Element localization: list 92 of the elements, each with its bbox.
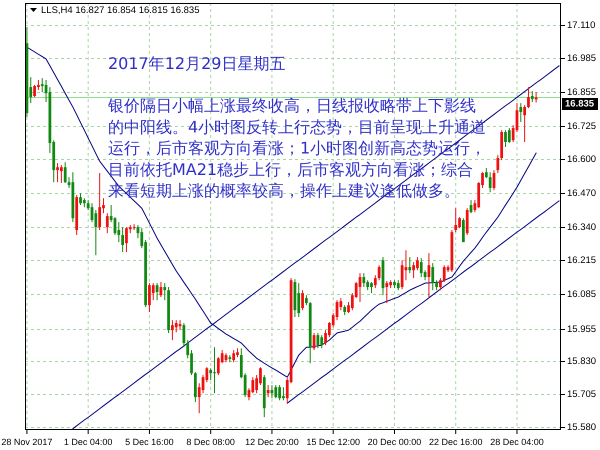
annotation: 2017年12月29日星期五 <box>108 54 286 73</box>
candlestick <box>492 170 496 191</box>
candlestick <box>64 162 67 184</box>
candlestick <box>148 282 151 313</box>
candlestick <box>125 226 128 253</box>
candlestick <box>213 346 216 394</box>
candlestick <box>90 202 94 223</box>
y-tick-label: 16.085 <box>567 289 596 300</box>
ref-line-label: 16.835 <box>565 98 595 110</box>
candlestick <box>527 86 530 109</box>
x-tick-label: 20 Dec 00:00 <box>368 437 422 447</box>
candlestick <box>259 366 262 386</box>
candlestick <box>156 282 158 301</box>
candlestick <box>114 216 116 236</box>
line-series <box>286 200 560 404</box>
candlestick <box>60 164 63 184</box>
candlestick <box>358 272 362 303</box>
candlestick <box>362 272 366 288</box>
x-tick-label: 5 Dec 16:00 <box>125 437 174 447</box>
candlestick <box>428 252 430 298</box>
candlestick <box>416 256 419 271</box>
candlestick <box>343 304 346 316</box>
candlestick <box>462 218 465 243</box>
y-tick-label: 15.955 <box>567 324 596 335</box>
candlestick <box>270 384 274 399</box>
y-tick-label: 16.340 <box>567 222 596 233</box>
candlestick <box>320 334 324 349</box>
candlestick <box>519 102 522 123</box>
y-tick-label: 17.110 <box>567 20 596 31</box>
candlestick <box>534 92 538 104</box>
candlestick <box>160 282 162 298</box>
candlestick <box>370 282 373 294</box>
y-tick-label: 16.985 <box>567 53 596 64</box>
candlestick <box>278 384 281 401</box>
x-tick-label: 28 Dec 04:00 <box>490 437 544 447</box>
x-tick-label: 8 Dec 08:00 <box>186 437 235 447</box>
chart-title: LLS,H4 16.827 16.854 16.815 16.835 <box>41 5 200 16</box>
y-tick-label: 16.725 <box>567 121 596 132</box>
candlestick <box>470 200 472 214</box>
candlestick <box>374 274 377 289</box>
candlestick <box>79 192 82 206</box>
candlestick <box>466 208 469 236</box>
candlestick <box>496 154 500 174</box>
candlestick <box>56 162 59 183</box>
y-tick-label: 16.470 <box>567 188 596 199</box>
candlestick <box>282 386 285 401</box>
x-tick-label: 15 Dec 12:00 <box>306 437 360 447</box>
candlestick <box>297 282 300 318</box>
y-tick-label: 15.830 <box>567 356 596 367</box>
candlestick <box>412 262 415 279</box>
candlestick <box>40 78 44 93</box>
candlestick <box>336 300 338 321</box>
x-tick-label: 1 Dec 04:00 <box>64 437 112 447</box>
candlestick <box>454 208 458 233</box>
candlestick <box>121 226 124 253</box>
candlestick <box>366 280 370 291</box>
candlestick <box>94 210 98 256</box>
candlestick <box>171 320 174 341</box>
candlestick <box>431 262 434 291</box>
candlestick <box>106 212 109 234</box>
x-tick-label: 22 Dec 16:00 <box>428 437 482 447</box>
candlestick <box>385 280 388 304</box>
candlestick <box>484 168 488 179</box>
candlestick <box>251 376 254 394</box>
x-tick-label: 28 Nov 2017 <box>1 437 52 447</box>
y-tick-label: 15.705 <box>567 389 596 400</box>
candlestick <box>274 384 278 399</box>
candlestick <box>312 332 316 351</box>
candlestick <box>504 130 507 148</box>
x-tick-label: 12 Dec 20:00 <box>245 437 299 447</box>
candlestick <box>378 264 381 281</box>
y-tick-label: 16.215 <box>567 255 596 266</box>
candlestick <box>117 222 120 243</box>
candlestick <box>194 372 197 403</box>
candlestick <box>174 320 178 333</box>
candlestick <box>508 128 511 144</box>
candlestick <box>266 384 270 398</box>
candlestick <box>420 258 423 278</box>
y-tick-label: 16.600 <box>567 154 596 165</box>
candlestick <box>152 282 155 301</box>
candlestick <box>442 264 446 283</box>
y-tick-label: 16.855 <box>567 87 596 98</box>
candlestick <box>400 260 404 290</box>
candlestick <box>98 172 102 231</box>
candlestick <box>396 280 400 291</box>
candlestick <box>316 332 320 349</box>
candlestick <box>33 84 36 98</box>
y-tick-label: 15.580 <box>567 422 596 433</box>
candlestick <box>458 216 461 229</box>
candlestick <box>488 172 492 193</box>
candlestick <box>301 290 304 311</box>
candlestick <box>178 320 182 331</box>
